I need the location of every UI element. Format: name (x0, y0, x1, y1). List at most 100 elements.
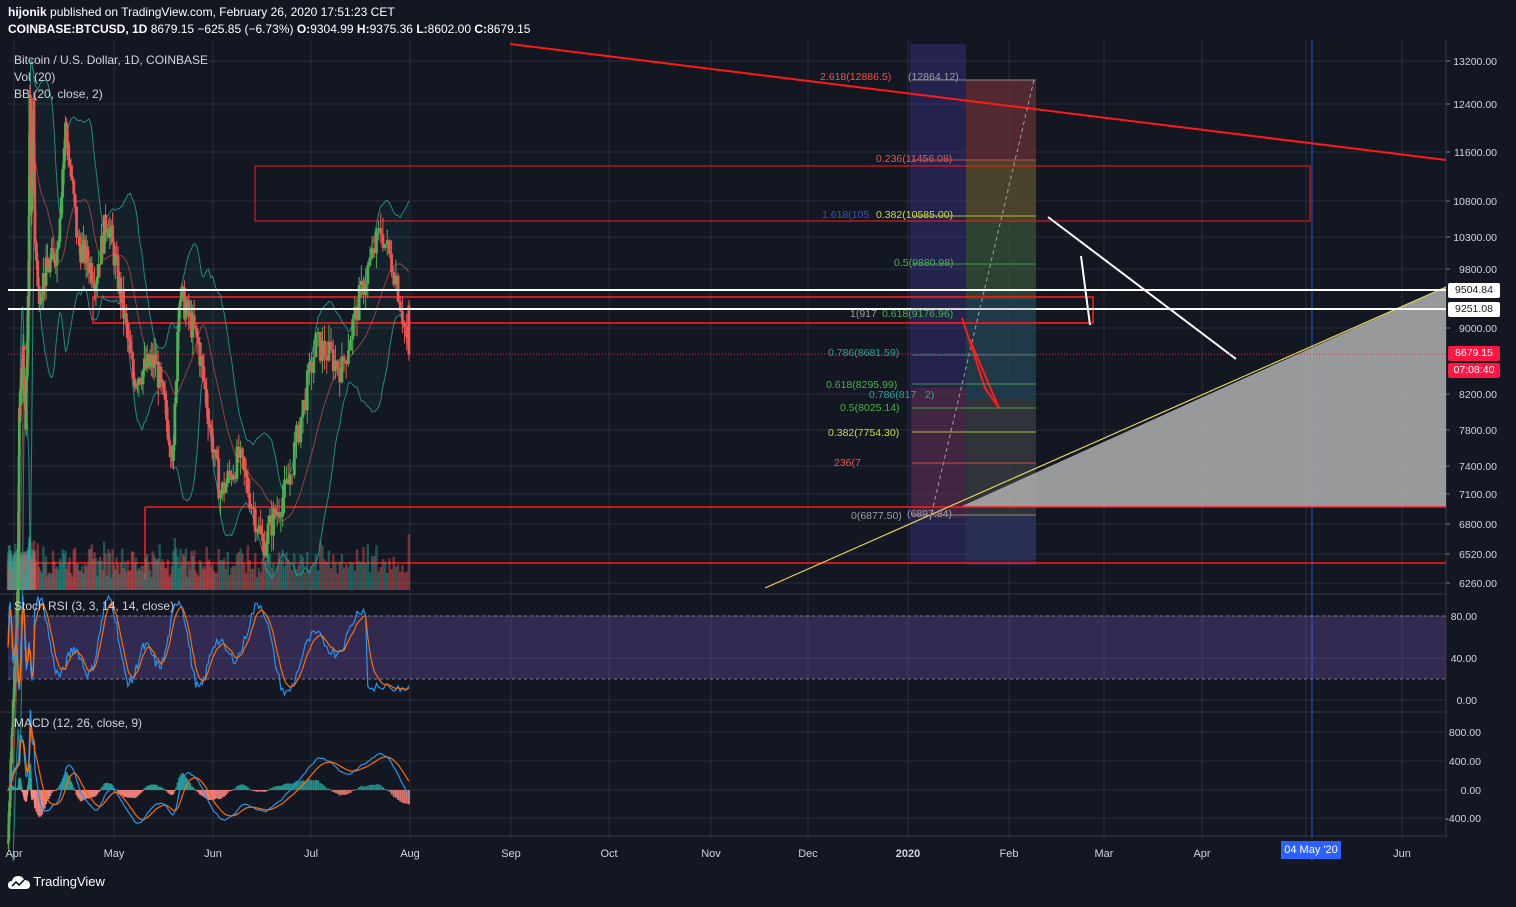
candle-body (244, 470, 248, 478)
volume-bar (255, 577, 259, 590)
candle-body (148, 360, 152, 367)
volume-bar (30, 542, 33, 590)
volume-bar (83, 564, 87, 590)
macd-histogram-bar (56, 788, 59, 790)
stoch-axis-tick: 80.00 (1451, 611, 1477, 623)
macd-histogram-bar (68, 777, 71, 790)
stoch-legend[interactable]: Stoch RSI (3, 3, 14, 14, close) (14, 599, 175, 613)
stoch-axis-tick: 0.00 (1457, 695, 1478, 707)
macd-histogram-bar (327, 788, 330, 790)
volume-bar (277, 552, 281, 590)
author-name[interactable]: hijonik (8, 5, 47, 19)
volume-bar (23, 551, 27, 590)
time-axis-tick: Dec (798, 848, 818, 860)
volume-legend[interactable]: Vol (20) (14, 70, 56, 84)
volume-bar (20, 558, 24, 590)
candle-body (368, 258, 372, 266)
macd-histogram-bar (112, 787, 115, 790)
macd-histogram-bar (182, 773, 185, 790)
volume-bar (312, 562, 315, 590)
volume-bar (60, 563, 63, 590)
volume-bar (22, 561, 25, 590)
volume-bar (22, 560, 25, 590)
volume-bar (197, 576, 200, 590)
tradingview-logo[interactable]: TradingView (8, 874, 105, 890)
volume-bar (403, 572, 406, 590)
macd-histogram-bar (118, 790, 121, 794)
candle-body (58, 218, 62, 242)
volume-bar (336, 573, 339, 590)
candle-body (65, 122, 69, 142)
volume-bar (126, 560, 129, 590)
volume-bar (137, 567, 141, 590)
candle-body (55, 248, 59, 266)
candle-body (10, 735, 14, 763)
candle-body (301, 400, 305, 418)
macd-histogram-bar (351, 790, 354, 791)
candle-body (206, 408, 210, 425)
volume-bar (388, 558, 391, 590)
macd-histogram-bar (401, 790, 404, 803)
volume-bar (89, 548, 92, 590)
macd-histogram-bar (407, 790, 410, 805)
stoch-k-line (7, 594, 410, 697)
macd-histogram-bar (49, 790, 52, 797)
candle-body (69, 165, 73, 177)
volume-bar (24, 575, 27, 590)
candle-body (242, 457, 246, 471)
price-axis-tick: 10800.00 (1453, 196, 1497, 208)
volume-bar (144, 557, 147, 590)
candle-body (379, 228, 383, 235)
volume-bar (32, 550, 35, 590)
volume-bar (274, 573, 277, 590)
volume-bar (288, 562, 292, 590)
macd-histogram-bar (256, 790, 259, 792)
candle-body (357, 284, 361, 321)
volume-bar (31, 566, 35, 590)
macd-histogram-bar (70, 781, 72, 790)
macd-histogram-bar (221, 790, 224, 798)
candle-body (239, 448, 243, 458)
macd-histogram-bar (72, 787, 75, 790)
macd-histogram-bar (405, 790, 408, 804)
candle-body (228, 470, 232, 474)
price-axis-tick: 7100.00 (1459, 489, 1497, 501)
candle-body (29, 99, 33, 141)
candle-body (141, 369, 145, 385)
candle-body (9, 758, 13, 774)
macd-axis-tick: 800.00 (1449, 727, 1481, 739)
macd-signal-line (8, 724, 410, 821)
bb-legend[interactable]: BB (20, close, 2) (14, 87, 103, 101)
price-axis-tick: 13200.00 (1453, 56, 1497, 68)
fib-extension-line (929, 79, 1035, 521)
macd-histogram-bar (108, 783, 111, 790)
volume-bar (109, 578, 113, 590)
candle-body (257, 525, 261, 532)
volume-bar (27, 544, 31, 590)
volume-bar (118, 574, 121, 590)
macd-histogram-bar (99, 790, 102, 791)
volume-bar (94, 558, 98, 590)
volume-bar (170, 566, 174, 590)
macd-histogram-bar (366, 785, 369, 790)
volume-bar (303, 572, 307, 590)
candle-body (241, 448, 244, 458)
candle-body (336, 360, 339, 369)
macd-histogram-bar (285, 783, 288, 790)
macd-legend[interactable]: MACD (12, 26, close, 9) (14, 716, 143, 730)
volume-bar (6, 552, 10, 590)
candle-body (255, 531, 259, 533)
arrow-down (1080, 255, 1091, 326)
candle-body (8, 791, 12, 800)
volume-bar (325, 561, 328, 590)
candle-body (325, 355, 329, 361)
macd-histogram-bar (263, 790, 266, 792)
candle-body (290, 474, 294, 476)
macd-histogram-bar (26, 790, 29, 791)
volume-bar (24, 555, 27, 590)
volume-bar (26, 553, 29, 590)
volume-bar (8, 564, 11, 590)
volume-bar (353, 570, 357, 590)
